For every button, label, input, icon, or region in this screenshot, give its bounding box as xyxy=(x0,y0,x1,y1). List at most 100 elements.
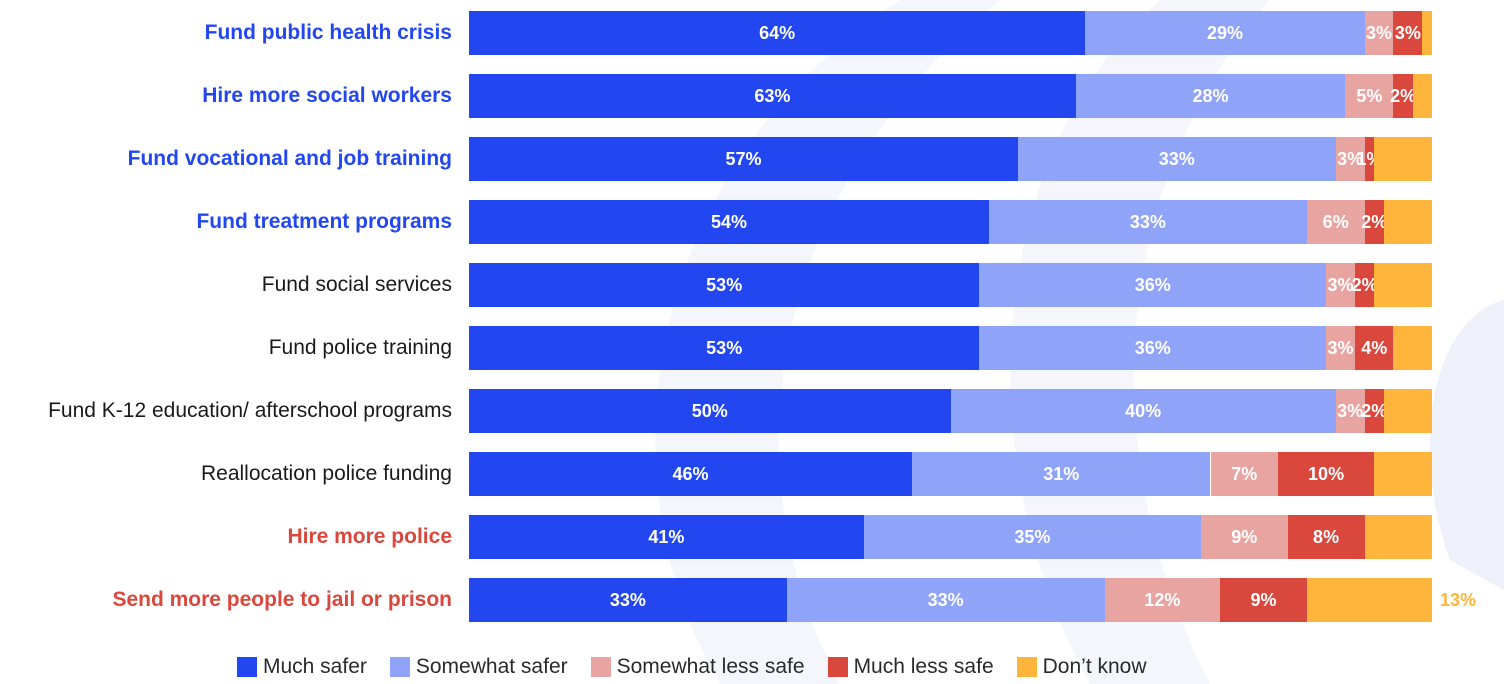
bar-segment xyxy=(1422,11,1432,55)
bar-segment xyxy=(1364,137,1375,181)
category-label: Fund treatment programs xyxy=(196,210,452,233)
bar-segment xyxy=(1393,74,1413,118)
bar-segment xyxy=(1306,200,1365,244)
bar-segment xyxy=(1306,578,1432,622)
data-label: 2% xyxy=(1361,401,1388,421)
bar-segment xyxy=(469,326,980,370)
category-label: Send more people to jail or prison xyxy=(112,588,452,611)
legend-swatch xyxy=(827,657,848,677)
legend-swatch xyxy=(237,657,257,677)
data-label: 9% xyxy=(1250,590,1277,610)
bar-segment xyxy=(1287,515,1365,559)
category-label: Fund police training xyxy=(268,336,452,359)
data-label: 2% xyxy=(1351,275,1378,295)
bar-segment xyxy=(1335,389,1365,433)
data-label: 36% xyxy=(1134,275,1171,295)
legend-item: Somewhat safer xyxy=(389,655,568,679)
data-label: 35% xyxy=(1014,527,1051,547)
data-label: 64% xyxy=(759,23,796,43)
bar-segment xyxy=(469,452,912,496)
bar-segment xyxy=(1335,137,1365,181)
bar-segment xyxy=(1210,452,1278,496)
bar-segment xyxy=(1200,515,1288,559)
bar-segment xyxy=(469,11,1086,55)
bar-segment xyxy=(989,200,1307,244)
data-label: 12% xyxy=(1144,590,1181,610)
category-label: Hire more social workers xyxy=(202,84,452,107)
bar-segment xyxy=(1393,11,1423,55)
data-label: 63% xyxy=(754,86,791,106)
bar-segment xyxy=(1354,263,1375,307)
data-label: 40% xyxy=(1125,401,1162,421)
bar-segment xyxy=(1364,200,1384,244)
legend: Much safer Somewhat safer Somewhat less sa… xyxy=(237,654,1170,680)
bar-segment xyxy=(1412,74,1432,118)
legend-swatch xyxy=(389,657,410,677)
data-label: 3% xyxy=(1394,23,1421,43)
bar-segment xyxy=(1345,74,1394,118)
bar-segment xyxy=(1364,11,1394,55)
data-label: 9% xyxy=(1231,527,1258,547)
data-label: 54% xyxy=(710,212,748,232)
legend-item: Somewhat less safe xyxy=(590,655,805,679)
data-label: 3% xyxy=(1366,23,1393,43)
bar-segment xyxy=(469,74,1076,118)
bar-segment xyxy=(979,326,1327,370)
bar-segment xyxy=(1374,137,1432,181)
bar-segment xyxy=(469,515,864,559)
data-label: 33% xyxy=(927,590,964,610)
data-label: 36% xyxy=(1134,338,1171,358)
data-label: 57% xyxy=(725,149,762,169)
data-label: 31% xyxy=(1043,464,1080,484)
bar-segment xyxy=(786,578,1105,622)
data-label: 3% xyxy=(1337,401,1364,421)
category-label: Fund social services xyxy=(261,273,452,296)
data-label: 33% xyxy=(1158,149,1195,169)
legend-label: Much less safe xyxy=(853,655,994,678)
data-label: 50% xyxy=(691,401,728,421)
bar-segment xyxy=(1374,263,1432,307)
data-label: 8% xyxy=(1313,527,1340,547)
bar-segment xyxy=(469,578,787,622)
legend-item: Much safer xyxy=(237,655,367,679)
bar-segment xyxy=(1374,452,1432,496)
data-label: 29% xyxy=(1206,23,1243,43)
bar-segment xyxy=(1354,326,1394,370)
bar-segment xyxy=(1383,389,1432,433)
bar-segment xyxy=(1364,515,1432,559)
data-label: 33% xyxy=(609,590,646,610)
data-label: 2% xyxy=(1390,86,1417,106)
bar-segment xyxy=(1220,578,1307,622)
bar-segment xyxy=(863,515,1201,559)
data-label: 33% xyxy=(1129,212,1166,232)
legend-swatch xyxy=(590,657,611,677)
bar-segment xyxy=(911,452,1211,496)
data-label: 46% xyxy=(672,464,709,484)
category-label: Reallocation police funding xyxy=(200,462,452,485)
bar-segment xyxy=(469,137,1018,181)
bar-segment xyxy=(469,389,951,433)
data-label: 13% xyxy=(1440,590,1477,610)
data-label: 3% xyxy=(1327,338,1354,358)
data-label: 7% xyxy=(1231,464,1258,484)
bar-segment xyxy=(1277,452,1375,496)
data-label: 3% xyxy=(1337,149,1364,169)
data-label: 10% xyxy=(1308,464,1345,484)
bar-segment xyxy=(1017,137,1336,181)
data-label: 6% xyxy=(1322,212,1349,232)
bar-segment xyxy=(1075,74,1346,118)
bar-segment xyxy=(1383,200,1432,244)
data-label: 53% xyxy=(706,338,743,358)
category-label: Fund K-12 education/ afterschool program… xyxy=(48,399,452,422)
bar-segment xyxy=(469,263,980,307)
category-label: Fund vocational and job training xyxy=(127,147,452,170)
data-label: 2% xyxy=(1361,212,1388,232)
bar-segment xyxy=(1326,263,1355,307)
bar-segment xyxy=(1326,326,1355,370)
legend-label: Somewhat less safe xyxy=(616,655,805,678)
bar-segment xyxy=(1364,389,1384,433)
bar-segment xyxy=(979,263,1327,307)
data-label: 28% xyxy=(1192,86,1229,106)
data-label: 3% xyxy=(1327,275,1354,295)
